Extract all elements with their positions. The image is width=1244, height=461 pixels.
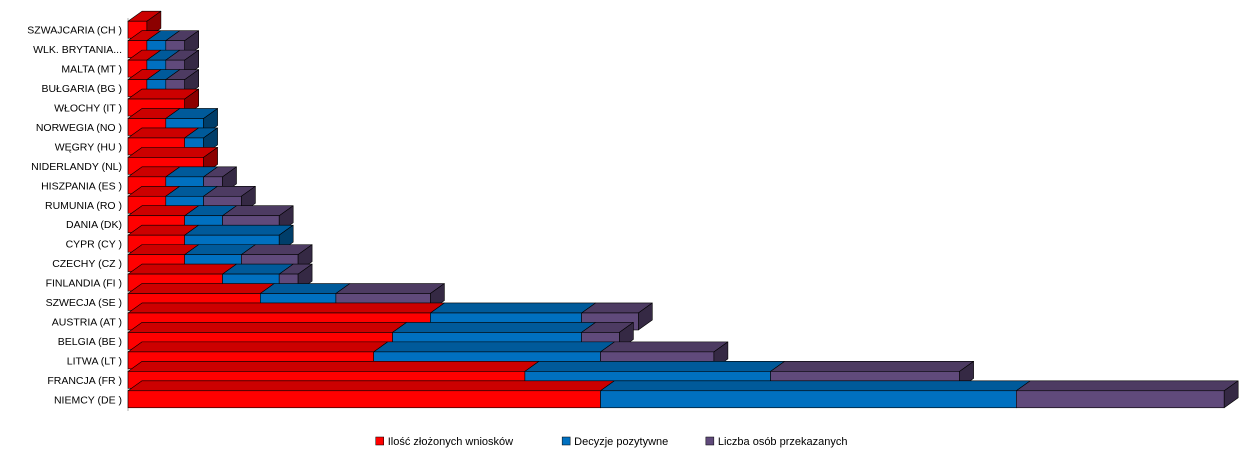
category-label: AUSTRIA (AT ) <box>52 316 122 328</box>
category-label: CZECHY (CZ ) <box>52 258 122 270</box>
bar-top-series-2-row-19 <box>524 361 785 372</box>
bar-top-series-2-row-15 <box>259 283 351 294</box>
category-label: SZWAJCARIA (CH ) <box>27 25 122 37</box>
bar-top-series-1-row-14 <box>127 263 237 275</box>
category-label: BUŁGARIA (BG ) <box>41 83 122 95</box>
bar-top-series-3-row-18 <box>600 341 729 353</box>
category-label: WLK. BRYTANIA... <box>33 44 122 56</box>
category-label: RUMUNIA (RO ) <box>45 200 122 212</box>
bar-series-1-row-20 <box>127 390 601 409</box>
category-label: FINLANDIA (FI ) <box>46 278 122 290</box>
bar-series-3-row-20 <box>1015 390 1225 409</box>
bar-top-series-2-row-18 <box>373 341 615 353</box>
bar-series-2-row-20 <box>600 390 1017 409</box>
bar-top-series-2-row-16 <box>430 302 596 314</box>
bar-top-series-2-row-17 <box>392 322 596 333</box>
bar-top-series-1-row-15 <box>127 283 275 294</box>
category-label: SZWECJA (SE ) <box>46 297 122 309</box>
bar-top-series-1-row-18 <box>127 341 389 353</box>
category-label: NIEMCY (DE ) <box>54 394 122 406</box>
bar-side-row-16 <box>637 302 653 331</box>
legend-label: Decyzje pozytywne <box>574 436 668 448</box>
bar-top-series-1-row-20 <box>127 380 615 392</box>
category-label: WĘGRY (HU ) <box>55 141 122 153</box>
bar-top-series-2-row-20 <box>600 380 1031 392</box>
bar-top-series-1-row-8 <box>127 147 218 158</box>
category-label: DANIA (DK) <box>66 219 122 231</box>
bar-side-row-20 <box>1223 380 1239 409</box>
category-label: LITWA (LT ) <box>67 355 122 367</box>
category-label: NIDERLANDY (NL) <box>31 161 122 173</box>
category-label: FRANCJA (FR ) <box>47 375 122 387</box>
legend-label: Liczba osób przekazanych <box>718 436 848 448</box>
bar-top-series-3-row-20 <box>1015 380 1239 392</box>
category-label: NORWEGIA (NO ) <box>36 122 122 134</box>
category-label: HISZPANIA (ES ) <box>41 180 122 192</box>
bar-top-series-3-row-19 <box>770 361 974 372</box>
legend-label: Ilość złożonych wniosków <box>388 436 513 448</box>
bar-top-series-2-row-12 <box>184 224 294 236</box>
legend-swatch <box>705 436 715 446</box>
legend-swatch <box>375 436 384 446</box>
legend-swatch <box>561 436 571 446</box>
category-label: WŁOCHY (IT ) <box>54 103 122 115</box>
bar-top-series-1-row-19 <box>127 361 540 372</box>
bar-top-series-1-row-16 <box>127 302 445 314</box>
category-label: CYPR (CY ) <box>66 239 122 251</box>
category-label: MALTA (MT ) <box>61 64 122 76</box>
category-label: BELGIA (BE ) <box>58 336 122 348</box>
bar-top-series-1-row-17 <box>127 322 407 333</box>
bar-top-series-3-row-15 <box>335 283 445 294</box>
